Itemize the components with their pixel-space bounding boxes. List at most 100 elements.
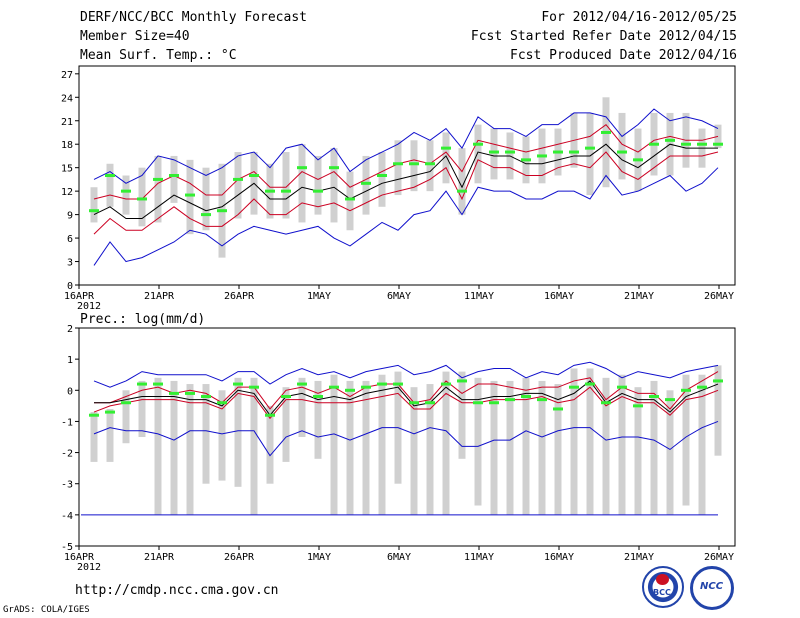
precip-box bbox=[378, 374, 386, 515]
forecast-produced-date: Fcst Produced Date 2012/04/16 bbox=[510, 48, 737, 63]
precip-mean-line bbox=[94, 380, 719, 417]
temp-obs-mark bbox=[201, 213, 211, 217]
grads-credit: GrADS: COLA/IGES bbox=[3, 605, 90, 615]
temp-obs-mark bbox=[617, 150, 627, 154]
temp-y-tick-label: 18 bbox=[61, 140, 73, 151]
precip-obs-mark bbox=[217, 401, 227, 405]
temp-obs-mark bbox=[665, 138, 675, 142]
precip-obs-mark bbox=[697, 385, 707, 389]
temp-x-tick-label: 21MAY bbox=[624, 291, 654, 302]
precip-x-tick-label: 1MAY bbox=[307, 552, 331, 563]
temp-obs-mark bbox=[409, 162, 419, 166]
precip-box bbox=[602, 377, 610, 515]
temp-obs-mark bbox=[489, 150, 499, 154]
temp-obs-mark bbox=[169, 174, 179, 177]
temp-box bbox=[410, 140, 418, 192]
temp-obs-mark bbox=[473, 142, 483, 146]
temp-x-tick-label: 26MAY bbox=[704, 291, 734, 302]
temp-y-tick-label: 12 bbox=[61, 187, 73, 198]
temp-obs-mark bbox=[185, 193, 195, 197]
precip-box bbox=[154, 377, 162, 515]
precip-obs-mark bbox=[585, 382, 595, 386]
ncc-logo-text: NCC bbox=[700, 581, 724, 592]
precip-box bbox=[282, 387, 290, 462]
precip-x-tick-label: 26MAY bbox=[704, 552, 734, 563]
temp-obs-mark bbox=[153, 177, 163, 181]
precip-obs-mark bbox=[633, 404, 643, 408]
temperature-panel: 0 3 6 9 12 15 18 21 24 27 16APR 21APR 26APR 1MAY 6MAY 1… bbox=[61, 65, 736, 312]
precip-plot-frame bbox=[78, 327, 736, 547]
temp-box bbox=[378, 152, 386, 207]
temp-obs-mark bbox=[537, 154, 547, 158]
precip-obs-mark bbox=[537, 398, 547, 402]
temp-box bbox=[186, 159, 194, 235]
temp-obs-mark bbox=[633, 158, 643, 162]
precip-box bbox=[138, 380, 146, 437]
temp-y-tick-label: 9 bbox=[67, 211, 73, 222]
precip-obs-mark bbox=[377, 382, 387, 386]
precip-box bbox=[714, 365, 722, 456]
precip-obs-mark bbox=[425, 401, 435, 405]
temp-box bbox=[394, 140, 402, 196]
bcc-logo-text: BCC bbox=[653, 588, 671, 597]
precip-box bbox=[570, 368, 578, 515]
precip-x-year-label: 2012 bbox=[77, 562, 101, 573]
temp-obs-mark bbox=[249, 174, 259, 177]
temp-obs-mark bbox=[713, 142, 723, 146]
temp-obs-mark bbox=[601, 130, 611, 134]
precip-obs-mark bbox=[441, 382, 451, 386]
temp-box bbox=[362, 155, 370, 215]
precip-box bbox=[458, 371, 466, 459]
temp-q25-line bbox=[93, 151, 719, 235]
temp-box bbox=[282, 152, 290, 219]
precip-obs-mark bbox=[505, 398, 515, 402]
precip-obs-mark bbox=[281, 395, 291, 399]
precip-box bbox=[266, 405, 274, 484]
temp-obs-mark bbox=[585, 146, 595, 150]
temp-obs-mark bbox=[329, 166, 339, 170]
precip-box bbox=[506, 380, 514, 515]
precip-obs-mark bbox=[409, 401, 419, 405]
temp-obs-mark bbox=[377, 174, 387, 177]
precip-box bbox=[122, 390, 130, 444]
precip-box bbox=[490, 380, 498, 515]
precip-box bbox=[298, 377, 306, 437]
variable-label: Mean Surf. Temp.: °C bbox=[80, 48, 237, 63]
precip-box bbox=[618, 374, 626, 515]
precip-x-tick-label: 26APR bbox=[224, 552, 255, 563]
precip-box bbox=[698, 374, 706, 515]
precip-obs-mark bbox=[521, 395, 531, 399]
bcc-emblem-icon bbox=[656, 574, 669, 585]
precip-obs-mark bbox=[297, 382, 307, 386]
temp-box bbox=[106, 163, 114, 207]
precip-obs-mark bbox=[329, 385, 339, 389]
forecast-period: For 2012/04/16-2012/05/25 bbox=[541, 10, 737, 25]
temp-box bbox=[122, 175, 130, 215]
temp-obs-mark bbox=[217, 209, 227, 213]
temp-box bbox=[618, 112, 626, 180]
temp-box bbox=[154, 155, 162, 223]
temp-q75-line bbox=[93, 123, 719, 200]
temp-box bbox=[314, 155, 322, 215]
temp-box bbox=[234, 152, 242, 219]
precip-obs-mark bbox=[489, 401, 499, 405]
precip-x-tick-label: 16APR bbox=[64, 552, 95, 563]
temp-obs-mark bbox=[569, 150, 579, 154]
website-url[interactable]: http://cmdp.ncc.cma.gov.cn bbox=[75, 583, 279, 598]
precip-box bbox=[586, 368, 594, 515]
temp-x-tick-label: 6MAY bbox=[387, 291, 411, 302]
chart-title: DERF/NCC/BCC Monthly Forecast bbox=[80, 10, 307, 25]
precip-box bbox=[106, 408, 114, 462]
precip-box bbox=[442, 371, 450, 515]
temp-obs-mark bbox=[345, 197, 355, 201]
precip-box bbox=[218, 390, 226, 481]
precip-box bbox=[202, 384, 210, 484]
member-size: Member Size=40 bbox=[80, 29, 190, 44]
precip-box bbox=[554, 384, 562, 515]
precip-box bbox=[170, 380, 178, 515]
temp-box bbox=[602, 97, 610, 188]
temp-obs-mark bbox=[121, 189, 131, 193]
precip-obs-mark bbox=[601, 401, 611, 405]
precip-obs-mark bbox=[313, 395, 323, 399]
